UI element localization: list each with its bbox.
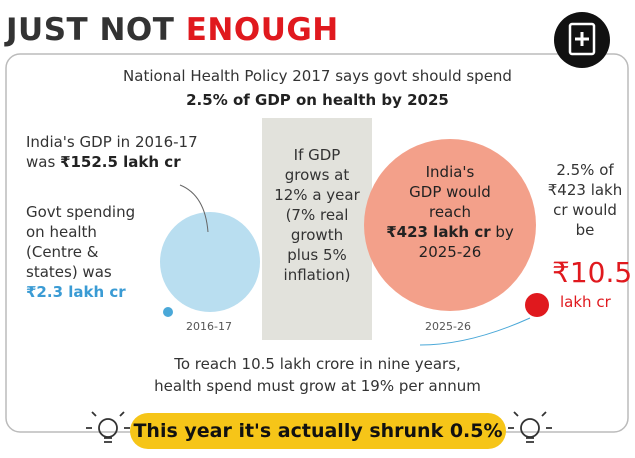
year-label: 2016-17	[186, 320, 232, 333]
text-line: grows at	[284, 166, 350, 184]
text-line: (Centre &	[26, 243, 99, 261]
text-line: If GDP	[293, 146, 341, 164]
text-line: growth	[290, 226, 344, 244]
text-line: states) was	[26, 263, 112, 281]
pointer	[419, 317, 531, 346]
value: ₹423 lakh cr	[386, 223, 491, 241]
bulb-icon	[86, 411, 552, 443]
value: ₹2.3 lakh cr	[26, 283, 126, 301]
text-line: GDP would	[409, 183, 491, 201]
scenario: If GDP grows at 12% a year (7% real grow…	[262, 145, 372, 285]
text-line: be	[575, 221, 595, 239]
banner: This year it's actually shrunk 0.5%	[133, 420, 503, 442]
banner-bg	[130, 413, 506, 449]
intro-emphasis: 2.5% of GDP on health by 2025	[186, 91, 449, 109]
icon	[575, 32, 589, 46]
spend-2016-dot	[163, 307, 173, 317]
pointer	[179, 184, 209, 233]
scenario-box	[262, 118, 372, 340]
left-gdp: India's GDP in 2016-17 was ₹152.5 lakh c…	[26, 132, 198, 172]
text-line: 2025-26	[418, 243, 482, 261]
unit: lakh cr	[560, 293, 611, 311]
text-line: India's GDP in 2016-17	[26, 133, 198, 151]
text-line: was	[26, 153, 56, 171]
right-gdp: India's GDP would reach ₹423 lakh cr by …	[370, 162, 530, 262]
spend-2025-dot	[525, 293, 549, 317]
value: ₹10.5	[552, 256, 633, 289]
text-line: ₹423 lakh	[547, 181, 623, 199]
text-line: India's	[425, 163, 475, 181]
text-line: 2.5% of	[556, 161, 614, 179]
text-line: 12% a year	[274, 186, 360, 204]
gdp-2016-circle	[160, 212, 260, 312]
footer-line: health spend must grow at 19% per annum	[154, 377, 481, 395]
gdp-2025-circle	[364, 139, 536, 311]
text-line: Govt spending	[26, 203, 136, 221]
text-line: cr would	[553, 201, 617, 219]
title-text: JUST NOT	[6, 12, 175, 48]
text-line: on health	[26, 223, 97, 241]
text-line: (7% real	[285, 206, 349, 224]
right-spend: 2.5% of ₹423 lakh cr would be	[540, 160, 630, 240]
title: JUST NOT ENOUGH	[6, 12, 339, 48]
title-highlight: ENOUGH	[185, 12, 339, 48]
year-label: 2025-26	[425, 320, 471, 333]
text-line: reach	[428, 203, 471, 221]
value: ₹152.5 lakh cr	[60, 153, 181, 171]
footer-line: To reach 10.5 lakh crore in nine years,	[174, 355, 461, 373]
text-line: plus 5%	[287, 246, 347, 264]
intro-line: National Health Policy 2017 says govt sh…	[123, 67, 512, 85]
text-line: inflation)	[283, 266, 351, 284]
text-line: by	[495, 223, 514, 241]
icon	[568, 22, 596, 56]
left-spend: Govt spending on health (Centre & states…	[26, 202, 135, 302]
